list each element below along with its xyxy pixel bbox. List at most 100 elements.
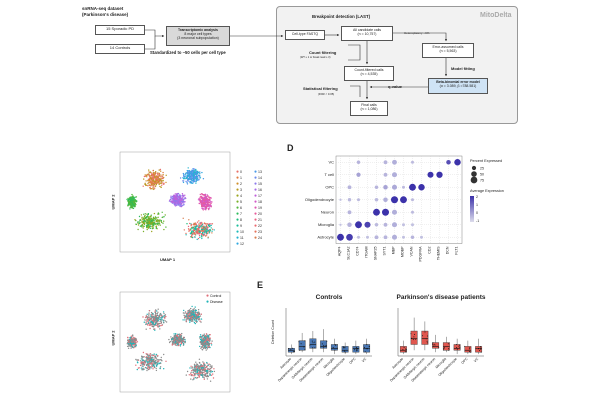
q-value-label: q-value [388,84,403,89]
dotplot-point [446,159,451,165]
box-point [343,346,345,348]
disease-legend-label: Disease [210,300,223,304]
dotplot-x-tick-label: FLT1 [455,247,459,255]
cluster-legend-label: 10 [239,230,244,234]
box-body [309,338,317,349]
box-point [468,348,470,350]
box-point [443,349,445,351]
dotplot-x-tick-label: THEMIS [437,246,441,260]
fdr-note: (FDR < 0.05) [318,92,335,96]
cluster-legend-item: ● 12 [236,242,244,247]
box-point [336,344,338,346]
box-point [312,347,314,349]
box-point [459,344,460,346]
umap-cluster-2 [168,332,186,347]
size-legend-label: 25 [480,166,484,170]
box-point [355,346,357,348]
box-point [456,348,458,350]
dotplot-point [337,233,344,241]
dotplot-point [436,171,443,178]
box-point [426,342,428,344]
box-point [432,345,434,347]
box-point [311,340,313,342]
box-point [479,349,480,351]
box-body [298,340,306,351]
dotplot-point [374,235,379,240]
box-point [480,346,481,348]
size-legend-marker [471,165,477,171]
box-point [304,348,306,350]
cluster-legend-item: ● 8 [236,218,242,223]
dotplot-x-tick-label: VCAN [410,246,414,256]
color-legend-title: Average Expression [470,189,504,193]
box-point [366,348,368,350]
cluster-legend-marker: ● [254,181,258,187]
box-point [469,347,471,349]
cluster-legend-item: ● 10 [236,230,244,235]
box-point [288,348,290,350]
box-point [405,351,407,353]
transcriptomic-box: Transcriptomic analysis 8 major cell typ… [166,26,230,46]
box-point [480,351,482,353]
count-filter-criteria: (WT ≥ 1 or break read ≥ 3) [300,56,331,59]
cluster-legend-label: 0 [239,170,242,174]
box-body [341,346,349,353]
box-point [300,343,302,345]
cluster-legend-marker: ● [236,169,240,175]
box-point [480,347,482,349]
box-point [356,350,358,352]
cluster-legend-label: 3 [239,188,242,192]
dotplot-point [392,159,397,165]
cluster-legend-label: 4 [239,194,242,198]
cluster-legend-marker: ● [254,217,258,223]
cluster-legend-marker: ● [236,205,240,211]
umap-cluster-6 [126,193,138,210]
dotplot-point [366,235,369,239]
breakpoint-title: Breakpoint detection (LAST) [312,14,371,19]
box-point [344,347,346,349]
cluster-legend-label: 23 [257,230,262,234]
mitodelta-panel [276,6,518,124]
box-point [343,347,345,349]
box-point [357,348,359,350]
cluster-legend-item: ● 21 [254,218,262,223]
box-point [304,340,306,342]
dotplot-y-tick-label: Astrocyte [317,235,334,240]
umap-cluster-4 [134,211,167,233]
box-point [368,346,370,347]
box-x-tick-label: VC [473,356,480,363]
cluster-legend-item: ● 7 [236,212,242,217]
cluster-legend: ● 0 ● 1 ● 2 ● 3 ● 4 ● 5 ● 6 ● 7 ● 8 ● 9 ● 10 ● 11 ● … [236,170,276,250]
control-legend-label: Control [210,294,222,298]
dotplot-point [383,222,388,227]
dotplot-point [356,160,361,164]
box-point [309,344,311,346]
box-point [314,347,316,349]
dotplot-point [383,235,388,240]
box-point [458,345,460,347]
sporadic-pd-box: 15 Sporadic PD [95,25,145,35]
dotplot-point [374,223,379,227]
controls-box: 14 Controls [95,44,145,54]
box-point [456,347,458,349]
dotplot-x-tick-label: CD74 [356,247,360,256]
cluster-legend-label: 22 [257,224,262,228]
cluster-legend-label: 1 [239,176,242,180]
umap-cluster-4 [135,351,167,372]
cluster-legend-label: 16 [257,188,262,192]
dotplot-x-tick-label: AQP4 [338,247,342,257]
cluster-legend-marker: ● [254,175,258,181]
dotplot-point [409,183,416,191]
fastq-box: Cell-type FASTQ [285,30,325,40]
condition-legend: ● Control ● Disease [206,294,256,314]
cluster-legend-marker: ● [254,211,258,217]
cluster-legend-marker: ● [254,205,258,211]
box-y-label: Deletion Count [271,320,275,344]
box-point [312,342,314,344]
all-candidate-calls-box: All candidate calls (n = 10,757) [341,26,393,41]
cluster-legend-label: 20 [257,212,262,216]
cluster-legend-item: ● 9 [236,224,242,229]
umap-cluster-3 [199,333,213,351]
cluster-legend-item: ● 19 [254,206,262,211]
cluster-legend-label: 7 [239,212,242,216]
